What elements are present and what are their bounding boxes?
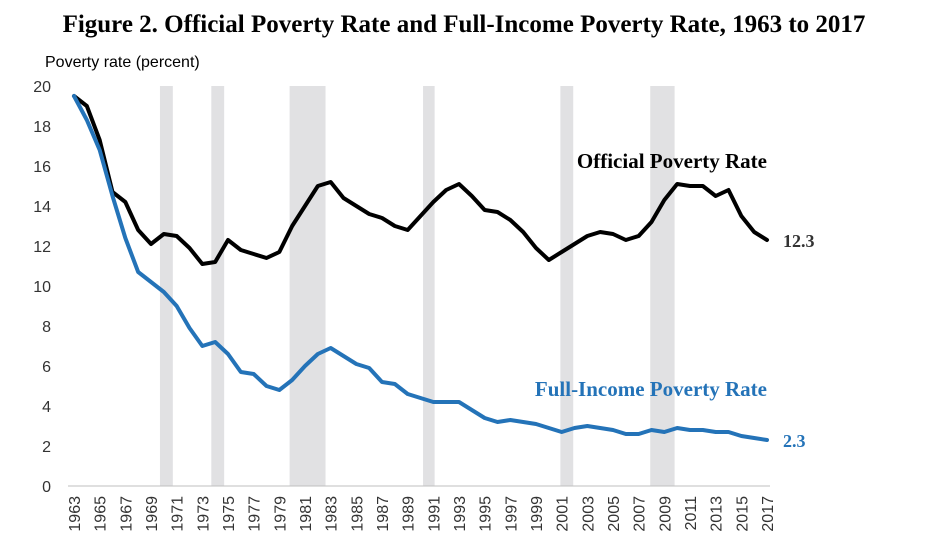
y-tick-label: 0 [42, 479, 51, 496]
x-tick-label: 2017 [760, 496, 777, 532]
x-tick-label-group: 2001 [555, 496, 572, 532]
x-tick-label-group: 1973 [195, 496, 212, 532]
recession-band-0 [159, 86, 173, 486]
x-tick-label-group: 1975 [221, 496, 238, 532]
x-tick-label: 2013 [709, 496, 726, 532]
x-tick-label: 2015 [734, 496, 751, 532]
y-axis-label: Poverty rate (percent) [45, 54, 200, 71]
x-tick-label: 1973 [195, 496, 212, 532]
recession-band-1 [211, 86, 225, 486]
x-tick-label: 2001 [555, 496, 572, 532]
x-tick-label: 1993 [452, 496, 469, 532]
y-tick-label: 2 [42, 439, 51, 456]
x-tick-label-group: 1967 [118, 496, 135, 532]
x-axis: 1963 1965 1967 1969 1971 1973 1975 1977 1979 1981… [67, 485, 777, 532]
x-tick-label: 2003 [580, 496, 597, 532]
x-tick-label: 1965 [93, 496, 110, 532]
x-tick-label-group: 1963 [67, 496, 84, 532]
x-tick-label-group: 1981 [298, 496, 315, 532]
x-tick-label: 1995 [478, 496, 495, 532]
x-tick-label: 1999 [529, 496, 546, 532]
recession-band-2 [289, 86, 326, 486]
end-label-full-income: 2.3 [783, 431, 806, 451]
x-tick-label-group: 1977 [247, 496, 264, 532]
x-tick-label-group: 1989 [401, 496, 418, 532]
x-tick-label-group: 1993 [452, 496, 469, 532]
x-tick-label: 1987 [375, 496, 392, 532]
x-tick-label-group: 2017 [760, 496, 777, 532]
series-line-0 [72, 94, 769, 266]
y-tick-label: 10 [33, 279, 51, 296]
y-tick-label: 14 [33, 199, 51, 216]
series-label-full-income: Full-Income Poverty Rate [535, 377, 767, 401]
series-label-official: Official Poverty Rate [577, 149, 767, 173]
x-tick-label-group: 2005 [606, 496, 623, 532]
recession-shading-group [159, 86, 675, 486]
x-tick-label-group: 1969 [144, 496, 161, 532]
x-tick-label-group: 2007 [632, 496, 649, 532]
x-tick-label: 1971 [170, 496, 187, 532]
x-tick-label: 1979 [272, 496, 289, 532]
x-tick-label-group: 1983 [324, 496, 341, 532]
x-tick-label: 2007 [632, 496, 649, 532]
x-tick-label: 2011 [683, 496, 700, 531]
end-label-official: 12.3 [783, 231, 815, 251]
x-tick-label: 1997 [503, 496, 520, 532]
x-tick-label-group: 1979 [272, 496, 289, 532]
x-tick-label: 1985 [349, 496, 366, 532]
x-tick-label-group: 1995 [478, 496, 495, 532]
x-tick-label-group: 1971 [170, 496, 187, 532]
x-tick-label: 2005 [606, 496, 623, 532]
x-tick-label: 1991 [426, 496, 443, 532]
x-tick-label-group: 1987 [375, 496, 392, 532]
y-tick-label: 12 [33, 239, 51, 256]
y-tick-label: 4 [42, 399, 51, 416]
y-tick-label: 8 [42, 319, 51, 336]
y-tick-label: 16 [33, 159, 51, 176]
x-tick-label-group: 1965 [93, 496, 110, 532]
x-tick-label-group: 2013 [709, 496, 726, 532]
x-tick-label: 1967 [118, 496, 135, 532]
series-lines [72, 94, 769, 442]
x-tick-label-group: 1997 [503, 496, 520, 532]
x-tick-label-group: 1991 [426, 496, 443, 532]
x-tick-label: 2009 [657, 496, 674, 532]
recession-band-5 [650, 86, 675, 486]
x-tick-label-group: 2009 [657, 496, 674, 532]
x-tick-label: 1989 [401, 496, 418, 532]
chart-title: Figure 2. Official Poverty Rate and Full… [63, 11, 866, 38]
recession-band-4 [560, 86, 574, 486]
x-tick-label-group: 1999 [529, 496, 546, 532]
x-tick-label-group: 2011 [683, 496, 700, 531]
x-tick-label-group: 1985 [349, 496, 366, 532]
x-tick-label: 1963 [67, 496, 84, 532]
x-tick-label-group: 2015 [734, 496, 751, 532]
y-tick-label: 6 [42, 359, 51, 376]
y-axis: 0 2 4 6 8 10 12 14 16 18 20 [33, 79, 51, 496]
y-tick-label: 20 [33, 79, 51, 96]
y-tick-label: 18 [33, 119, 51, 136]
x-tick-label: 1969 [144, 496, 161, 532]
recession-band-3 [423, 86, 435, 486]
x-tick-label-group: 2003 [580, 496, 597, 532]
x-tick-label: 1977 [247, 496, 264, 532]
x-tick-label: 1981 [298, 496, 315, 532]
x-tick-label: 1983 [324, 496, 341, 532]
series-line-1 [72, 94, 769, 442]
x-tick-label: 1975 [221, 496, 238, 532]
